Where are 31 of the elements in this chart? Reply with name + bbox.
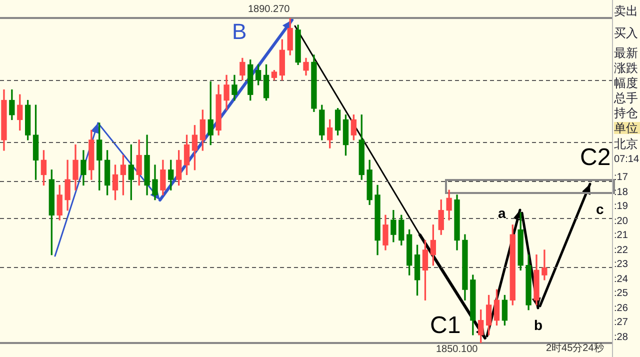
text: :17 [614,172,628,183]
text: 最新 [614,46,638,60]
text: 07:14 [614,154,640,165]
text: :26 [614,302,628,314]
annotation: C1 [430,312,461,339]
text: 单位 [614,121,640,135]
text: 买入 [614,26,638,40]
text: :24 [614,274,628,284]
text: :25 [614,288,628,299]
text: 1890.270 [248,4,290,15]
text: 北京 [614,137,638,151]
text: 涨跌 [614,61,638,75]
annotation: b [534,317,543,333]
text: 持仓 [614,106,638,120]
annotation: c [596,201,604,217]
annotation: a [498,205,506,221]
text: :20 [614,216,628,226]
text: :21 [614,230,628,241]
text: :22 [614,244,628,256]
text: :19 [614,201,628,212]
text: :18 [614,186,628,198]
text: 卖出 [614,4,638,18]
annotation: B [232,19,247,44]
text: 1850.100 [436,344,478,355]
text: 幅度 [614,76,638,90]
annotation: 2时45分24秒 [546,343,604,354]
text: :23 [614,259,628,270]
annotation: C2 [580,144,611,171]
text: :28 [614,332,628,342]
text: :27 [614,317,628,328]
text: 总手 [614,91,638,105]
